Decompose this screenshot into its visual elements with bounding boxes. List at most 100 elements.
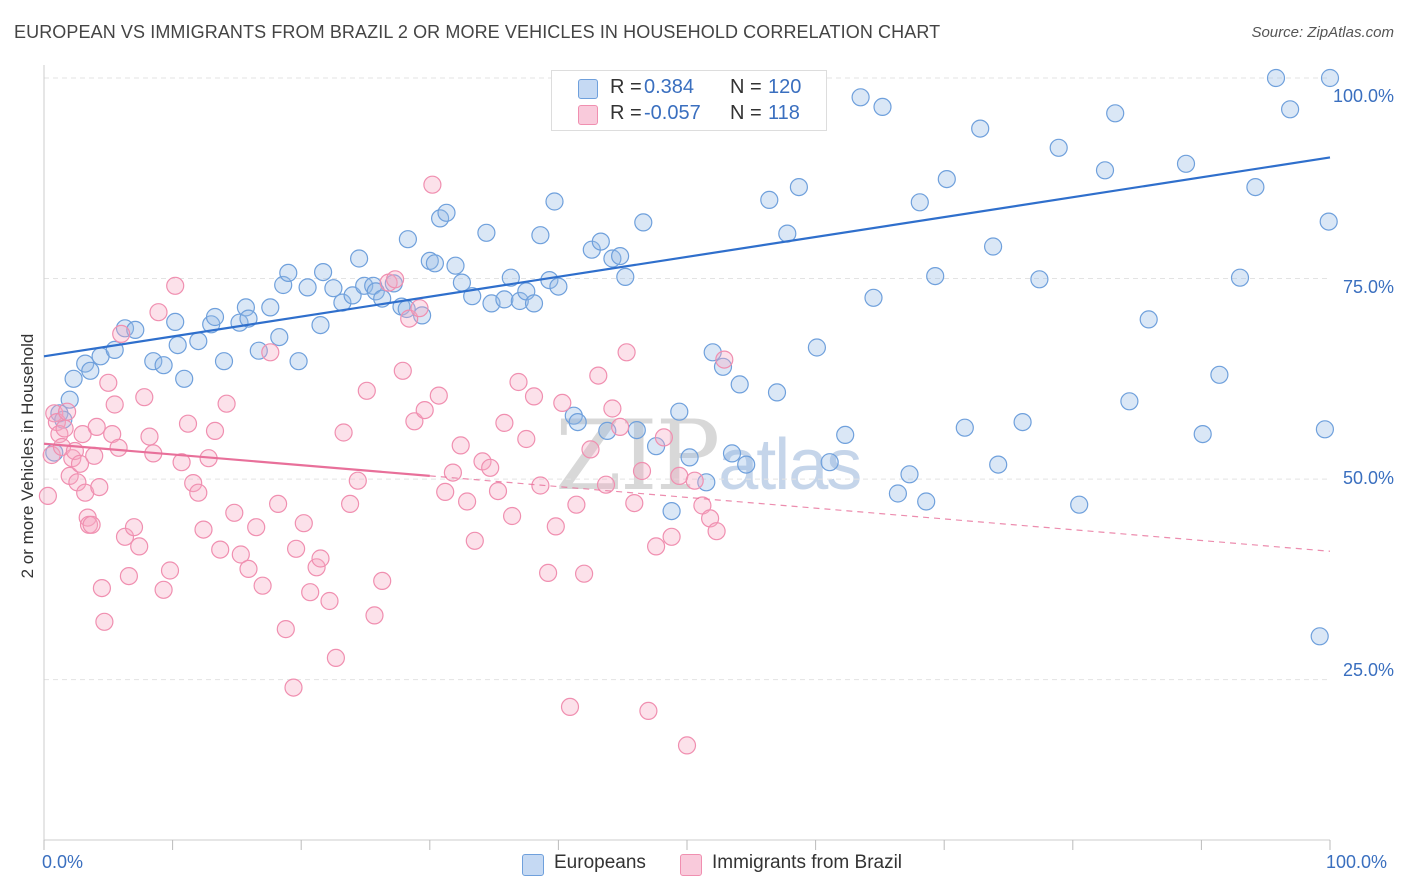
- point-european: [983, 237, 1003, 256]
- point-brazil: [172, 453, 191, 472]
- point-european: [713, 357, 733, 376]
- point-brazil: [99, 373, 118, 392]
- points: [38, 68, 1340, 755]
- point-brazil: [105, 395, 124, 414]
- point-brazil: [646, 537, 666, 556]
- point-european: [261, 298, 280, 317]
- legend-r-label: R =: [610, 102, 642, 124]
- point-brazil: [70, 454, 90, 473]
- point-brazil: [225, 503, 244, 522]
- point-european: [627, 421, 646, 440]
- point-european: [510, 291, 529, 311]
- point-european: [1310, 627, 1329, 646]
- point-brazil: [307, 558, 326, 577]
- point-brazil: [217, 394, 236, 413]
- point-european: [1070, 495, 1089, 514]
- point-european: [1266, 68, 1286, 88]
- point-brazil: [166, 276, 185, 295]
- point-brazil: [405, 412, 424, 431]
- point-brazil: [451, 436, 470, 455]
- point-european: [873, 97, 892, 117]
- trend-lines: [43, 156, 1331, 552]
- point-european: [610, 247, 630, 266]
- point-brazil: [393, 361, 412, 380]
- point-brazil: [276, 619, 295, 639]
- legend-n-label: N =: [730, 102, 762, 124]
- point-brazil: [502, 506, 522, 526]
- point-european: [463, 287, 482, 306]
- point-brazil: [524, 387, 544, 406]
- legend-n-label: N =: [730, 76, 762, 98]
- point-european: [446, 256, 465, 275]
- point-brazil: [707, 522, 726, 541]
- grid: [44, 77, 1330, 681]
- point-brazil: [231, 545, 250, 564]
- point-brazil: [178, 414, 198, 433]
- point-european: [289, 352, 308, 371]
- point-brazil: [269, 494, 288, 513]
- y-tick-100: 100.0%: [1332, 86, 1394, 106]
- point-brazil: [373, 571, 392, 591]
- point-european: [437, 203, 456, 222]
- point-brazil: [603, 399, 622, 418]
- point-brazil: [458, 492, 477, 511]
- point-european: [1210, 365, 1229, 384]
- point-brazil: [715, 350, 734, 369]
- point-european: [730, 375, 749, 394]
- point-european: [662, 502, 681, 521]
- point-european: [1320, 68, 1340, 88]
- point-brazil: [154, 580, 173, 599]
- point-brazil: [581, 440, 600, 459]
- point-brazil: [87, 417, 106, 436]
- point-brazil: [495, 413, 514, 432]
- point-european: [501, 268, 520, 287]
- point-european: [531, 226, 550, 245]
- point-brazil: [247, 518, 266, 537]
- point-brazil: [488, 482, 508, 501]
- point-brazil: [85, 446, 104, 465]
- point-european: [274, 275, 293, 295]
- point-brazil: [553, 393, 572, 412]
- point-european: [270, 328, 289, 347]
- legend-swatch-brazil: [680, 854, 702, 876]
- point-european: [888, 484, 908, 503]
- point-brazil: [567, 495, 586, 514]
- point-brazil: [261, 343, 280, 362]
- point-brazil: [596, 475, 616, 494]
- point-european: [249, 341, 268, 360]
- point-european: [836, 425, 855, 444]
- point-european: [154, 356, 173, 375]
- point-european: [955, 418, 974, 437]
- point-brazil: [287, 539, 306, 558]
- point-european: [1120, 392, 1139, 411]
- point-brazil: [365, 606, 384, 625]
- legend-n-value: 118: [768, 102, 800, 124]
- legend-label-europeans: Europeans: [554, 852, 646, 873]
- point-european: [989, 455, 1008, 474]
- point-brazil: [465, 531, 484, 550]
- point-brazil: [160, 561, 180, 580]
- point-brazil: [662, 527, 681, 546]
- stats-legend: R = 0.384 N = 120 R = -0.057 N = 118: [551, 70, 827, 131]
- point-brazil: [301, 583, 320, 602]
- point-brazil: [670, 466, 689, 485]
- chart-title: EUROPEAN VS IMMIGRANTS FROM BRAZIL 2 OR …: [14, 22, 941, 42]
- point-brazil: [357, 381, 376, 400]
- point-european: [398, 230, 417, 249]
- point-brazil: [57, 402, 77, 421]
- point-european: [1315, 420, 1335, 439]
- point-european: [568, 413, 587, 432]
- legend-n-value: 120: [768, 76, 802, 98]
- point-brazil: [130, 537, 149, 556]
- point-european: [1176, 154, 1196, 173]
- legend-r-label: R =: [610, 76, 642, 98]
- point-european: [214, 352, 234, 371]
- point-european: [900, 465, 919, 484]
- point-european: [926, 267, 945, 286]
- point-brazil: [284, 678, 303, 697]
- point-european: [366, 282, 385, 301]
- point-european: [279, 263, 298, 282]
- legend-r-value: -0.057: [644, 102, 701, 124]
- point-european: [549, 277, 568, 296]
- point-brazil: [509, 372, 528, 392]
